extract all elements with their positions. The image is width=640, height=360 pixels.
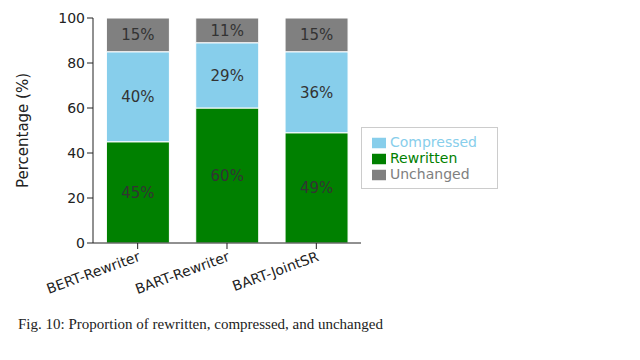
html-text:Compressed: Compressed	[390, 134, 477, 150]
svg-text:100: 100	[58, 10, 85, 26]
html-text:Unchanged: Unchanged	[390, 166, 470, 182]
html-text:Fig. 10: Proportion of rewritt: Fig. 10: Proportion of rewritten, compre…	[18, 316, 383, 332]
svg-text:11%: 11%	[211, 22, 244, 40]
svg-text:40%: 40%	[121, 88, 154, 106]
svg-text:Percentage (%): Percentage (%)	[14, 73, 32, 188]
html-text:Rewritten: Rewritten	[390, 150, 458, 166]
svg-text:15%: 15%	[121, 26, 154, 44]
svg-text:BART-Rewriter: BART-Rewriter	[133, 248, 232, 297]
svg-text:BERT-Rewriter: BERT-Rewriter	[44, 248, 142, 297]
svg-text:80: 80	[67, 55, 85, 71]
svg-text:60: 60	[67, 100, 85, 116]
svg-text:40: 40	[67, 145, 85, 161]
svg-text:45%: 45%	[121, 184, 154, 202]
svg-text:60%: 60%	[211, 167, 244, 185]
svg-text:20: 20	[67, 190, 85, 206]
svg-text:36%: 36%	[300, 84, 333, 102]
svg-text:15%: 15%	[300, 26, 333, 44]
svg-text:0: 0	[76, 235, 85, 251]
svg-text:49%: 49%	[300, 179, 333, 197]
svg-text:29%: 29%	[211, 67, 244, 85]
svg-text:BART-JointSR: BART-JointSR	[230, 248, 321, 294]
